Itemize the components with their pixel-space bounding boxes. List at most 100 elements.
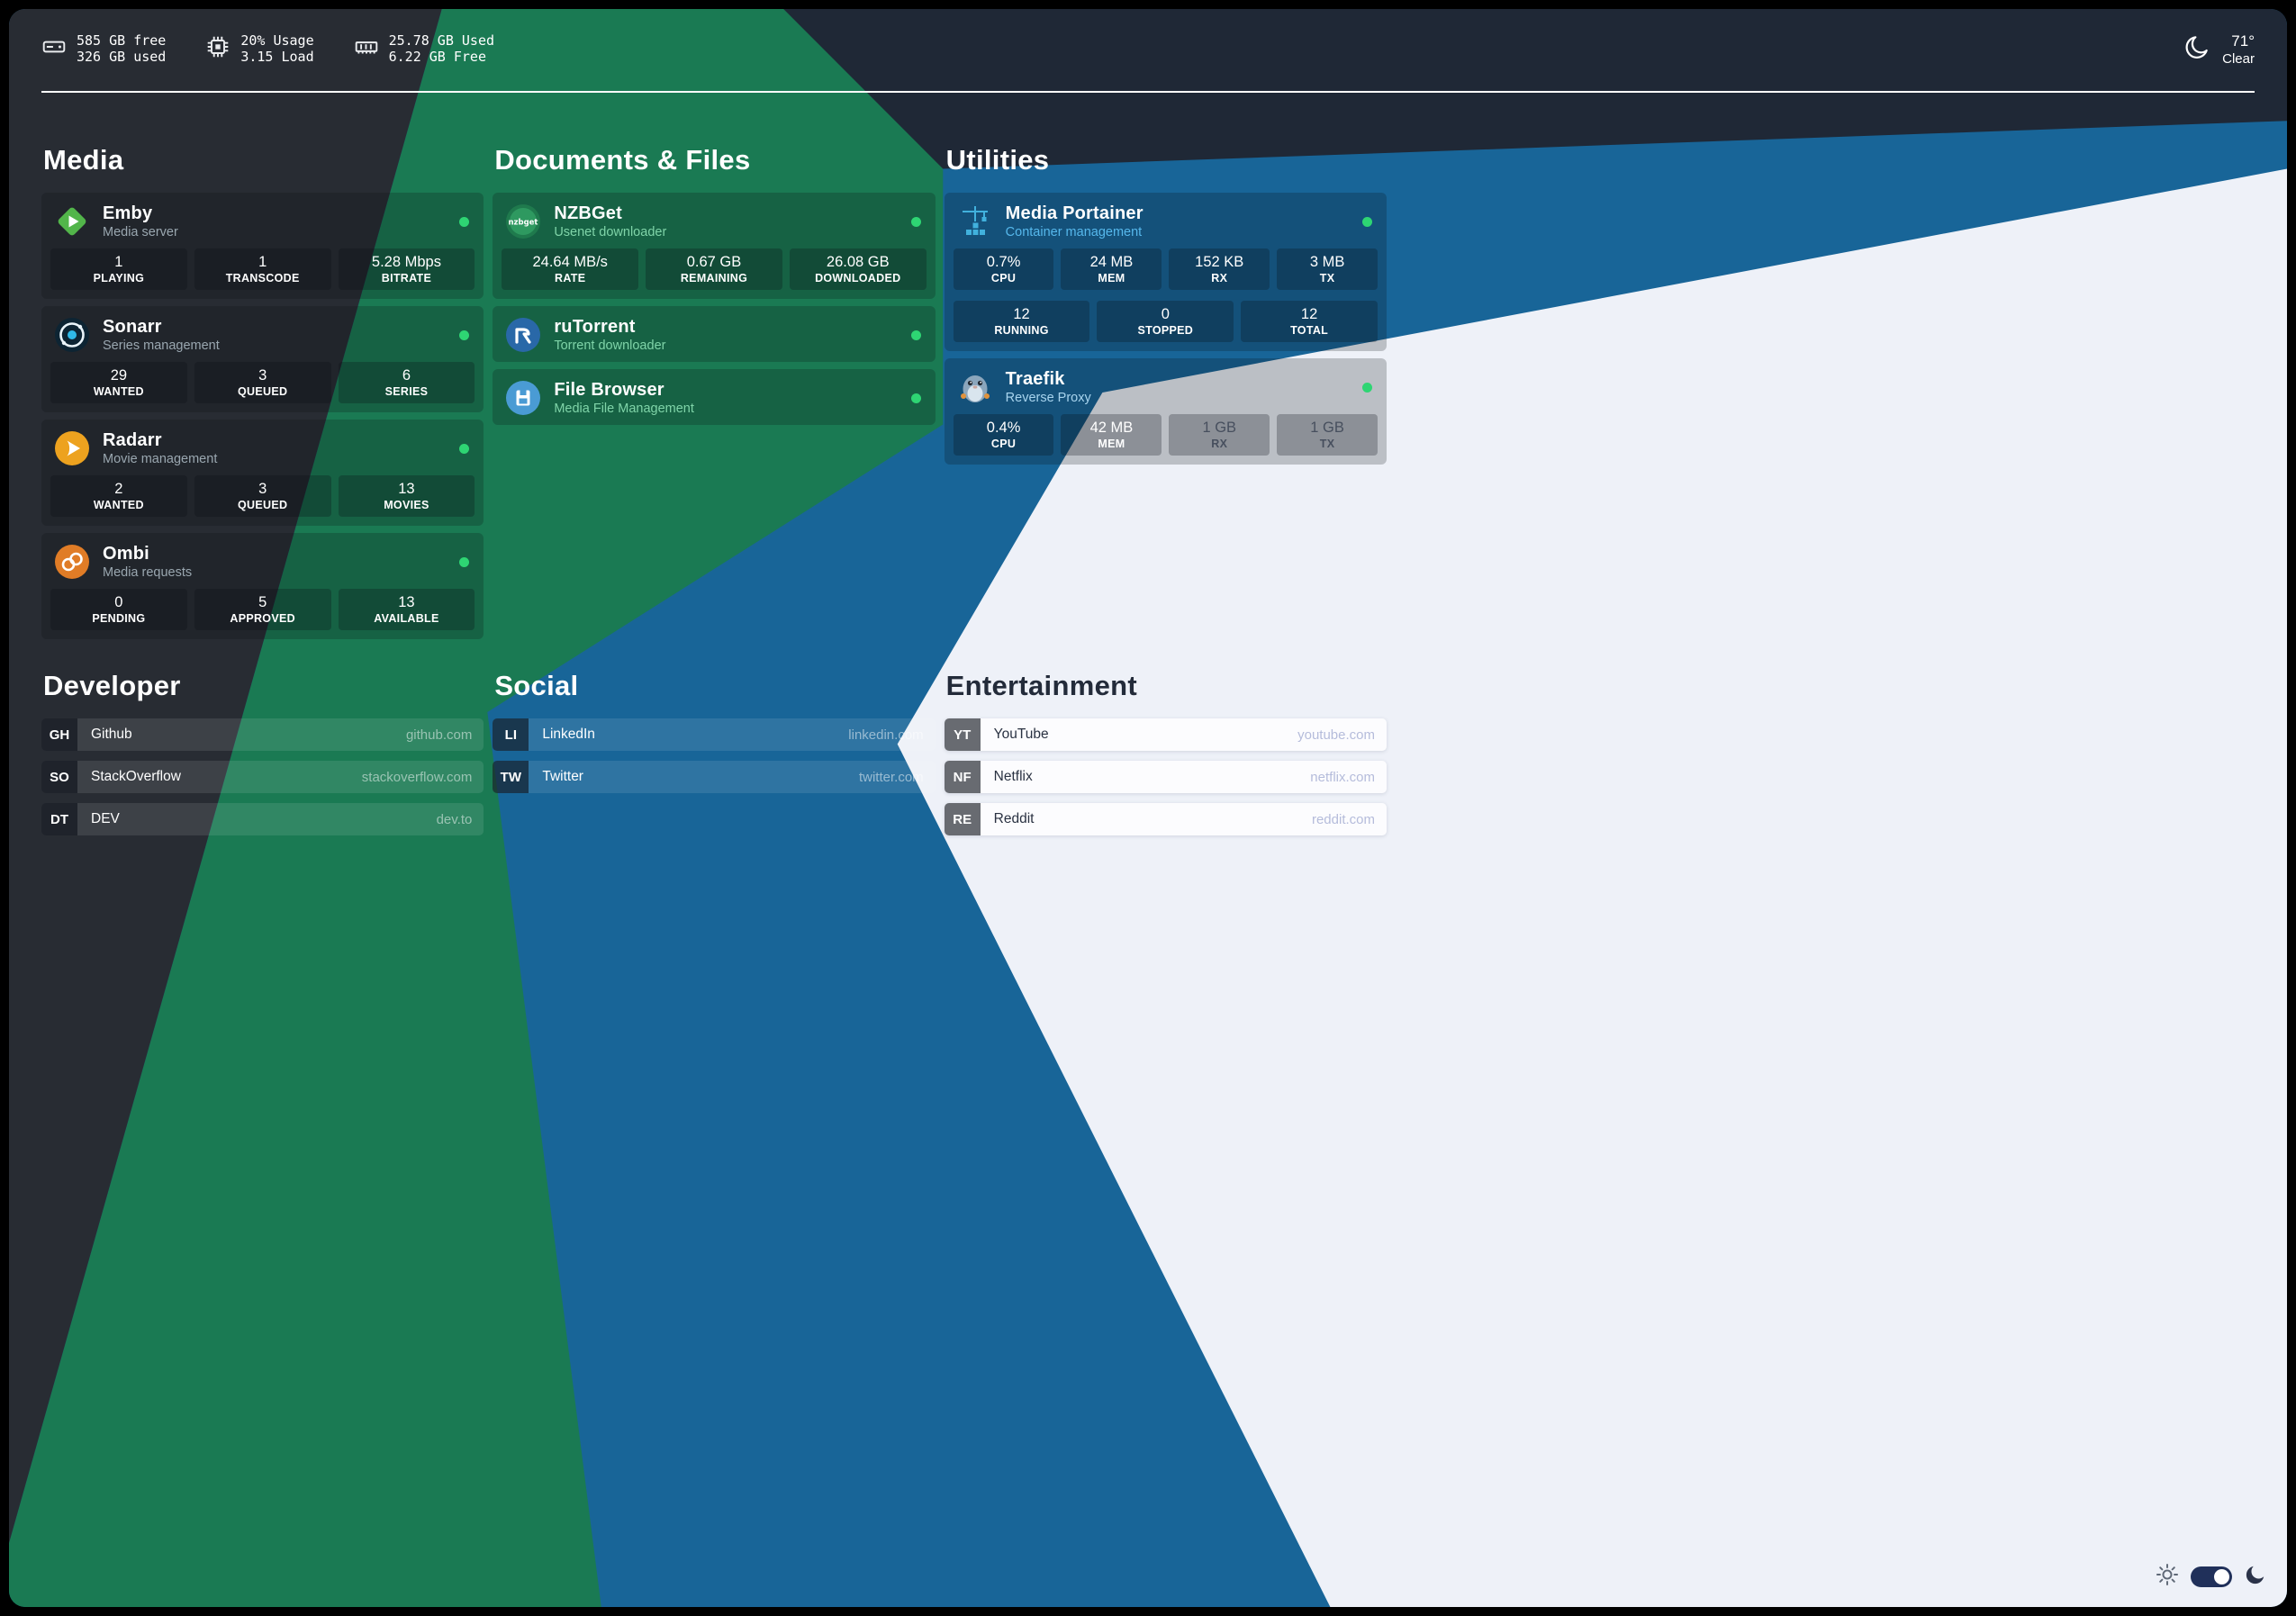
app-name: Radarr <box>103 430 162 450</box>
bookmark-url: github.com <box>405 727 473 743</box>
system-stats-bar: 585 GB free 326 GB used 20% Usage 3.15 L… <box>41 32 2017 65</box>
hard-drive-icon <box>41 34 67 64</box>
bookmark-github[interactable]: GH Github github.com <box>41 718 484 751</box>
stat-queued: 3 QUEUED <box>194 362 331 403</box>
card-traefik[interactable]: Traefik Reverse Proxy 0.4% CPU 42 MB MEM 1… <box>944 358 1387 465</box>
moon-icon[interactable] <box>2244 1563 2267 1591</box>
app-subtitle: Series management <box>103 339 220 353</box>
bookmark-url: linkedin.com <box>848 727 924 743</box>
status-dot <box>459 216 470 227</box>
memory-free: 6.22 GB Free <box>388 49 486 65</box>
stat-cpu: 0.7% CPU <box>953 248 1054 290</box>
card-emby[interactable]: Emby Media server 1 PLAYING 1 TRANSCODE 5.… <box>41 193 484 299</box>
disk-used: 326 GB used <box>77 49 167 65</box>
section-title-entertainment: Entertainment <box>945 670 1137 701</box>
section-title-media: Media <box>43 144 124 176</box>
moon-weather-icon <box>2182 33 2210 67</box>
svg-text:nzbget: nzbget <box>509 219 538 228</box>
stat-mem: 24 MB MEM <box>1061 248 1162 290</box>
stat-cpu: 0.4% CPU <box>953 414 1054 456</box>
bookmark-abbr: DT <box>41 803 77 835</box>
app-subtitle: Reverse Proxy <box>1005 391 1091 405</box>
bookmark-youtube[interactable]: YT YouTube youtube.com <box>944 718 1387 751</box>
status-dot <box>459 443 470 454</box>
stat-running: 12 RUNNING <box>953 301 1090 342</box>
app-name: ruTorrent <box>554 317 636 337</box>
bookmark-abbr: RE <box>944 803 981 835</box>
sun-icon[interactable] <box>2156 1563 2179 1591</box>
stat-remaining: 0.67 GB REMAINING <box>646 248 782 290</box>
bookmark-name: Reddit <box>993 811 1035 826</box>
bookmark-name: Netflix <box>993 769 1033 784</box>
card-portainer[interactable]: Media Portainer Container management 0.7… <box>944 193 1387 351</box>
disk-stats: 585 GB free 326 GB used <box>41 32 166 65</box>
bookmark-url: youtube.com <box>1297 727 1375 743</box>
cpu-load: 3.15 Load <box>240 49 314 65</box>
stat-tx: 3 MB TX <box>1277 248 1378 290</box>
section-media: Media Emby Media server <box>41 144 484 639</box>
bookmark-abbr: SO <box>41 761 77 793</box>
card-ombi[interactable]: Ombi Media requests 0 PENDING 5 APPROVED 1… <box>41 533 484 639</box>
section-utilities: Utilities <box>944 144 1387 465</box>
stat-wanted: 29 WANTED <box>50 362 187 403</box>
status-dot <box>1362 216 1372 227</box>
topbar-divider <box>41 91 2255 93</box>
card-filebrowser[interactable]: File Browser Media File Management <box>493 369 936 425</box>
bookmark-twitter[interactable]: TW Twitter twitter.com <box>493 761 936 793</box>
bookmark-dev[interactable]: DT DEV dev.to <box>41 803 484 835</box>
bookmark-url: twitter.com <box>858 769 924 785</box>
stat-stopped: 0 STOPPED <box>1097 301 1234 342</box>
card-radarr[interactable]: Radarr Movie management 2 WANTED 3 QUEUED … <box>41 420 484 526</box>
bookmark-reddit[interactable]: RE Reddit reddit.com <box>944 803 1387 835</box>
section-title-utilities: Utilities <box>945 144 1050 176</box>
stat-pending: 0 PENDING <box>50 589 187 630</box>
app-subtitle: Container management <box>1005 225 1143 239</box>
stat-wanted: 2 WANTED <box>50 475 187 517</box>
bookmark-url: netflix.com <box>1310 769 1375 785</box>
section-title-developer: Developer <box>43 670 181 701</box>
bookmark-stackoverflow[interactable]: SO StackOverflow stackoverflow.com <box>41 761 484 793</box>
theme-controls <box>2156 1563 2267 1591</box>
bookmark-name: StackOverflow <box>91 769 181 784</box>
bookmark-abbr: TW <box>493 761 529 793</box>
weather-temp: 71° <box>2231 32 2255 50</box>
theme-toggle-knob <box>2214 1569 2229 1584</box>
app-subtitle: Media server <box>103 225 178 239</box>
rutorrent-icon <box>505 317 541 353</box>
card-rutorrent[interactable]: ruTorrent Torrent downloader <box>493 306 936 362</box>
cpu-usage: 20% Usage <box>240 32 314 49</box>
memory-stats: 25.78 GB Used 6.22 GB Free <box>354 32 494 65</box>
bookmark-abbr: YT <box>944 718 981 751</box>
emby-icon <box>54 203 90 239</box>
card-nzbget[interactable]: nzbget NZBGet Usenet downloader 24.64 MB… <box>493 193 936 299</box>
bookmark-url: dev.to <box>436 811 473 827</box>
app-subtitle: Media requests <box>103 565 193 580</box>
stat-approved: 5 APPROVED <box>194 589 331 630</box>
stat-series: 6 SERIES <box>338 362 475 403</box>
card-sonarr[interactable]: Sonarr Series management 29 WANTED 3 QUEUE… <box>41 306 484 412</box>
app-name: File Browser <box>554 380 664 400</box>
bookmark-linkedin[interactable]: LI LinkedIn linkedin.com <box>493 718 936 751</box>
theme-toggle[interactable] <box>2191 1566 2232 1587</box>
memory-used: 25.78 GB Used <box>388 32 495 49</box>
weather-widget: 71° Clear <box>2182 32 2255 68</box>
bookmark-name: YouTube <box>993 727 1049 742</box>
stat-bitrate: 5.28 Mbps BITRATE <box>338 248 475 290</box>
section-documents: Documents & Files nzbget NZBGet <box>493 144 936 425</box>
app-name: Media Portainer <box>1005 203 1143 223</box>
dashboard-content: Media Emby Media server <box>41 144 1387 835</box>
stat-transcode: 1 TRANSCODE <box>194 248 331 290</box>
stat-downloaded: 26.08 GB DOWNLOADED <box>789 248 927 290</box>
weather-condition: Clear <box>2222 51 2255 67</box>
status-dot <box>910 216 921 227</box>
sonarr-icon <box>54 317 90 353</box>
app-name: Traefik <box>1005 369 1065 389</box>
dashboard-page: 585 GB free 326 GB used 20% Usage 3.15 L… <box>9 9 2287 1607</box>
bookmark-netflix[interactable]: NF Netflix netflix.com <box>944 761 1387 793</box>
app-name: Sonarr <box>103 317 162 337</box>
bookmark-name: LinkedIn <box>542 727 595 742</box>
status-dot <box>1362 382 1372 393</box>
radarr-icon <box>54 430 90 466</box>
status-dot <box>910 330 921 340</box>
stat-rx: 152 KB RX <box>1169 248 1270 290</box>
